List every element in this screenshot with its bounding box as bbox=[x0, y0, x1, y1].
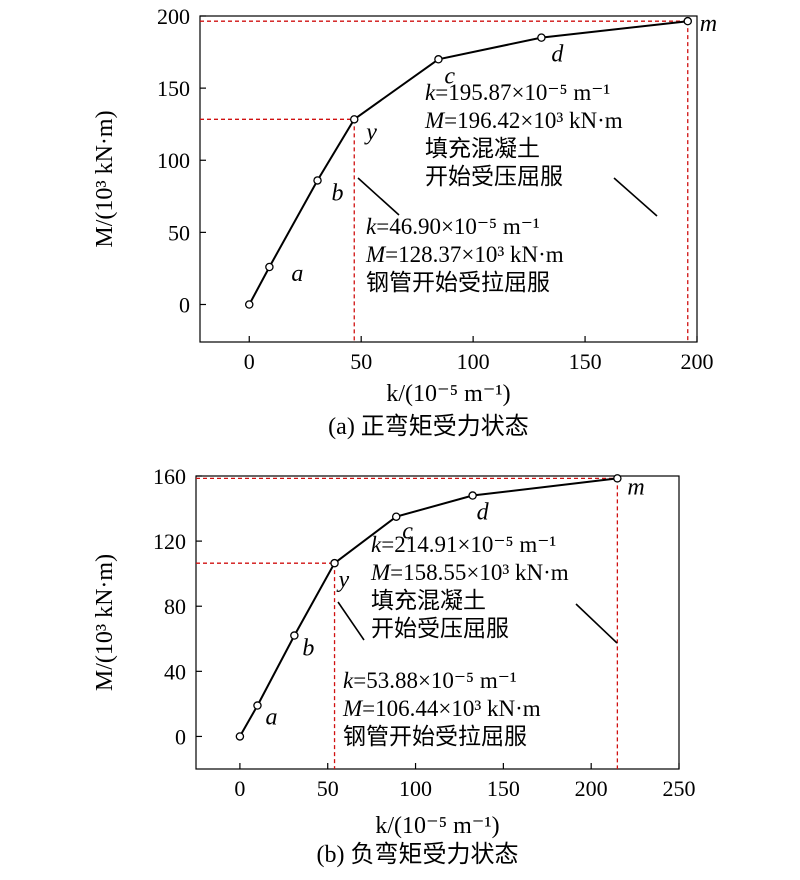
data-point bbox=[683, 16, 693, 26]
annotation-m-line-2: M=196.42×10³ kN·m bbox=[424, 108, 623, 133]
x-tick-label: 150 bbox=[569, 349, 602, 374]
plot-frame bbox=[195, 475, 680, 770]
data-point bbox=[330, 558, 339, 568]
x-tick-label: 0 bbox=[244, 349, 255, 374]
data-point bbox=[253, 701, 262, 710]
data-point bbox=[349, 115, 359, 124]
annotation-leader-y bbox=[357, 177, 400, 216]
x-tick-label: 100 bbox=[399, 776, 432, 801]
point-label-a: a bbox=[291, 261, 303, 287]
point-label-y: y bbox=[337, 567, 350, 593]
chart-panel-a: 0 50 100 150 200 0 50 100 150 200 k/(10⁻⁵ m⁻¹) M/(1… bbox=[92, 4, 717, 440]
x-tick-label: 50 bbox=[317, 776, 339, 801]
y-tick-label: 0 bbox=[179, 292, 190, 317]
point-label-b: b bbox=[332, 180, 344, 206]
y-tick-label: 160 bbox=[153, 464, 186, 489]
data-point bbox=[265, 262, 274, 272]
data-point bbox=[313, 176, 322, 185]
annotation-leader-m bbox=[613, 177, 658, 217]
x-tick-label: 150 bbox=[487, 776, 520, 801]
point-label-m: m bbox=[700, 11, 717, 37]
annotation-y-line-2: M=106.44×10³ kN·m bbox=[342, 696, 541, 721]
point-label-d: d bbox=[477, 500, 490, 526]
point-label-d: d bbox=[551, 42, 564, 68]
data-point bbox=[613, 474, 622, 483]
annotation-m-line-4: 开始受压屈服 bbox=[371, 616, 509, 641]
y-tick-label: 50 bbox=[168, 220, 190, 245]
x-tick-label: 50 bbox=[350, 349, 372, 374]
annotation-y-line-3: 钢管开始受拉屈服 bbox=[366, 270, 550, 295]
data-point bbox=[245, 300, 254, 309]
annotation-m-line-1: k=195.87×10⁻⁵ m⁻¹ bbox=[425, 80, 610, 105]
chart-panel-b: 0 50 100 150 200 250 0 40 80 120 160 k/(10⁻⁵ m⁻¹) M/… bbox=[92, 464, 696, 868]
data-point bbox=[537, 33, 546, 42]
panel-caption: (b) 负弯矩受力状态 bbox=[317, 841, 519, 868]
point-label-a: a bbox=[265, 705, 277, 731]
plot-frame bbox=[199, 15, 698, 343]
x-tick-label: 200 bbox=[681, 349, 714, 374]
annotation-m-line-1: k=214.91×10⁻⁵ m⁻¹ bbox=[371, 532, 556, 557]
x-tick-label: 250 bbox=[663, 776, 696, 801]
y-tick-label: 80 bbox=[164, 594, 186, 619]
x-axis-label: k/(10⁻⁵ m⁻¹) bbox=[375, 813, 499, 839]
point-label-b: b bbox=[302, 636, 314, 662]
annotation-m-line-4: 开始受压屈服 bbox=[425, 164, 563, 189]
x-tick-label: 0 bbox=[234, 776, 245, 801]
y-tick-label: 200 bbox=[157, 4, 190, 29]
point-label-c: c bbox=[402, 519, 413, 545]
y-tick-label: 0 bbox=[175, 724, 186, 749]
data-point bbox=[468, 491, 477, 500]
panel-caption: (a) 正弯矩受力状态 bbox=[328, 413, 529, 440]
annotation-m-line-3: 填充混凝土 bbox=[371, 588, 486, 613]
y-tick-label: 150 bbox=[157, 76, 190, 101]
y-tick-label: 120 bbox=[153, 529, 186, 554]
data-point bbox=[434, 55, 443, 64]
point-label-c: c bbox=[444, 63, 455, 89]
x-tick-label: 200 bbox=[575, 776, 608, 801]
y-tick-label: 100 bbox=[157, 148, 190, 173]
y-axis-label: M/(10³ kN·m) bbox=[92, 110, 118, 247]
annotation-y-line-1: k=46.90×10⁻⁵ m⁻¹ bbox=[366, 214, 540, 239]
data-point bbox=[235, 732, 245, 741]
x-axis-label: k/(10⁻⁵ m⁻¹) bbox=[386, 381, 510, 407]
annotation-y-line-1: k=53.88×10⁻⁵ m⁻¹ bbox=[343, 668, 517, 693]
point-label-m: m bbox=[627, 474, 644, 500]
data-point bbox=[391, 512, 401, 521]
annotation-m-line-3: 填充混凝土 bbox=[425, 136, 540, 161]
annotation-y-line-3: 钢管开始受拉屈服 bbox=[343, 724, 527, 749]
y-tick-label: 40 bbox=[164, 659, 186, 684]
annotation-y-line-2: M=128.37×10³ kN·m bbox=[365, 242, 564, 267]
data-point bbox=[290, 631, 299, 640]
annotation-m-line-2: M=158.55×10³ kN·m bbox=[370, 560, 569, 585]
annotation-leader-y bbox=[337, 601, 365, 641]
y-axis-label: M/(10³ kN·m) bbox=[92, 554, 118, 691]
x-tick-label: 100 bbox=[457, 349, 490, 374]
point-label-y: y bbox=[364, 119, 377, 145]
annotation-leader-m bbox=[575, 603, 618, 644]
